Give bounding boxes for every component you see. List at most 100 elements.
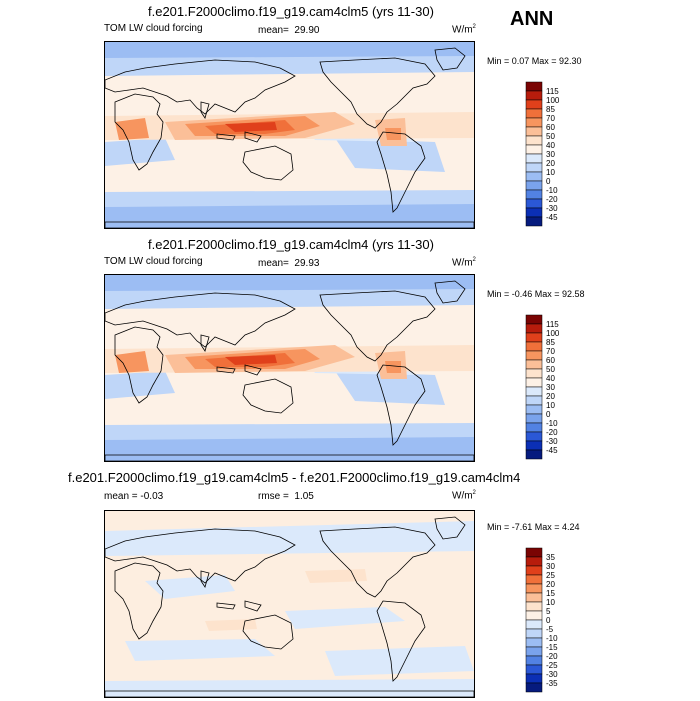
- panel2-units-exp: 2: [472, 257, 476, 263]
- panel1-map: [104, 41, 475, 229]
- colorbar-box: [525, 673, 543, 684]
- colorbar-tick-label: 20: [546, 580, 555, 589]
- coastline: [319, 57, 436, 129]
- panel2-map: [104, 274, 475, 462]
- coastline: [105, 292, 296, 348]
- colorbar-box: [525, 207, 543, 218]
- coastline: [319, 526, 436, 598]
- panel1-mean: mean= 29.90: [258, 25, 319, 36]
- colorbar-tick-label: -30: [546, 670, 558, 679]
- colorbar-tick-label: -30: [546, 437, 558, 446]
- season-label: ANN: [510, 8, 554, 30]
- panel1-contour-plot: [105, 42, 474, 228]
- colorbar-tick-label: 25: [546, 571, 555, 580]
- coastline: [242, 614, 294, 650]
- contour-region: [225, 355, 277, 365]
- colorbar-tick-label: -45: [546, 213, 558, 222]
- colorbar-box: [525, 431, 543, 442]
- colorbar-tick-label: 10: [546, 401, 555, 410]
- colorbar-box: [525, 341, 543, 352]
- colorbar-box: [525, 574, 543, 585]
- colorbar-tick-label: 60: [546, 356, 555, 365]
- panel3-title: f.e201.F2000climo.f19_g19.cam4clm5 - f.e…: [68, 470, 521, 485]
- colorbar-tick-label: 50: [546, 365, 555, 374]
- contour-region: [125, 639, 275, 661]
- colorbar-box: [525, 90, 543, 101]
- colorbar-box: [525, 610, 543, 621]
- colorbar-box: [525, 601, 543, 612]
- coastline: [244, 131, 262, 143]
- colorbar-box: [525, 646, 543, 657]
- colorbar-box: [525, 565, 543, 576]
- panel2-units: W/m2: [452, 257, 476, 268]
- colorbar-tick-label: 50: [546, 132, 555, 141]
- coastline: [105, 528, 296, 584]
- colorbar-tick-label: 30: [546, 562, 555, 571]
- colorbar-box: [525, 99, 543, 110]
- contour-region: [105, 138, 175, 166]
- contour-region: [115, 351, 149, 373]
- colorbar-box: [525, 449, 543, 460]
- colorbar-tick-label: 115: [546, 320, 559, 329]
- panel3-mean-label: mean = -0.03: [104, 491, 164, 502]
- colorbar-box: [525, 189, 543, 200]
- colorbar-tick-label: 60: [546, 123, 555, 132]
- colorbar-box: [525, 144, 543, 155]
- colorbar-tick-label: 70: [546, 114, 555, 123]
- colorbar-tick-label: -20: [546, 195, 558, 204]
- panel2-minmax: Min = -0.46 Max = 92.58: [487, 289, 585, 299]
- colorbar-box: [525, 171, 543, 182]
- coastline: [319, 290, 436, 362]
- colorbar-tick-label: 30: [546, 150, 555, 159]
- contour-region: [105, 521, 474, 556]
- coastline: [200, 101, 210, 119]
- colorbar-tick-label: 30: [546, 383, 555, 392]
- panel3-colorbar: 35 30 25 20 15 10 5 0 -5 -10 -15 -20 -25 -30 -35: [522, 546, 582, 696]
- colorbar-tick-label: -10: [546, 634, 558, 643]
- colorbar-tick-label: 0: [546, 177, 551, 186]
- coastline: [105, 221, 474, 228]
- colorbar-tick-label: -30: [546, 204, 558, 213]
- colorbar-tick-label: 10: [546, 598, 555, 607]
- panel2-units-base: W/m: [452, 257, 473, 269]
- colorbar-tick-label: -20: [546, 428, 558, 437]
- panel2-contour-plot: [105, 275, 474, 461]
- panel3-contour-plot: [105, 511, 474, 697]
- colorbar-tick-label: -25: [546, 661, 558, 670]
- colorbar-tick-label: -20: [546, 652, 558, 661]
- colorbar-box: [525, 153, 543, 164]
- panel1-title: f.e201.F2000climo.f19_g19.cam4clm5 (yrs …: [148, 4, 434, 19]
- colorbar-box: [525, 592, 543, 603]
- colorbar-box: [525, 332, 543, 343]
- colorbar-box: [525, 323, 543, 334]
- panel2-variable-label: TOM LW cloud forcing: [104, 256, 203, 267]
- coastline: [434, 47, 466, 71]
- panel1-units: W/m2: [452, 24, 476, 35]
- colorbar-box: [525, 180, 543, 191]
- colorbar-tick-label: 100: [546, 96, 560, 105]
- colorbar-tick-label: 100: [546, 329, 560, 338]
- coastline: [114, 326, 164, 404]
- coastline: [376, 600, 426, 682]
- colorbar-tick-label: -5: [546, 625, 554, 634]
- coastline: [200, 334, 210, 352]
- colorbar-tick-label: 0: [546, 616, 551, 625]
- colorbar-tick-label: 70: [546, 347, 555, 356]
- colorbar-box: [525, 664, 543, 675]
- contour-region: [105, 437, 474, 461]
- colorbar-box: [525, 108, 543, 119]
- colorbar-tick-label: -35: [546, 679, 558, 688]
- panel2-mean-value: 29.93: [294, 258, 320, 269]
- panel3-map: [104, 510, 475, 698]
- colorbar-box: [525, 359, 543, 370]
- colorbar-box: [525, 126, 543, 137]
- contour-region: [105, 679, 474, 697]
- panel3-units-base: W/m: [452, 490, 473, 502]
- colorbar-tick-label: 85: [546, 338, 555, 347]
- coastline: [216, 366, 236, 374]
- coastline: [244, 364, 262, 376]
- panel3-minmax: Min = -7.61 Max = 4.24: [487, 522, 580, 532]
- coastline: [376, 364, 426, 446]
